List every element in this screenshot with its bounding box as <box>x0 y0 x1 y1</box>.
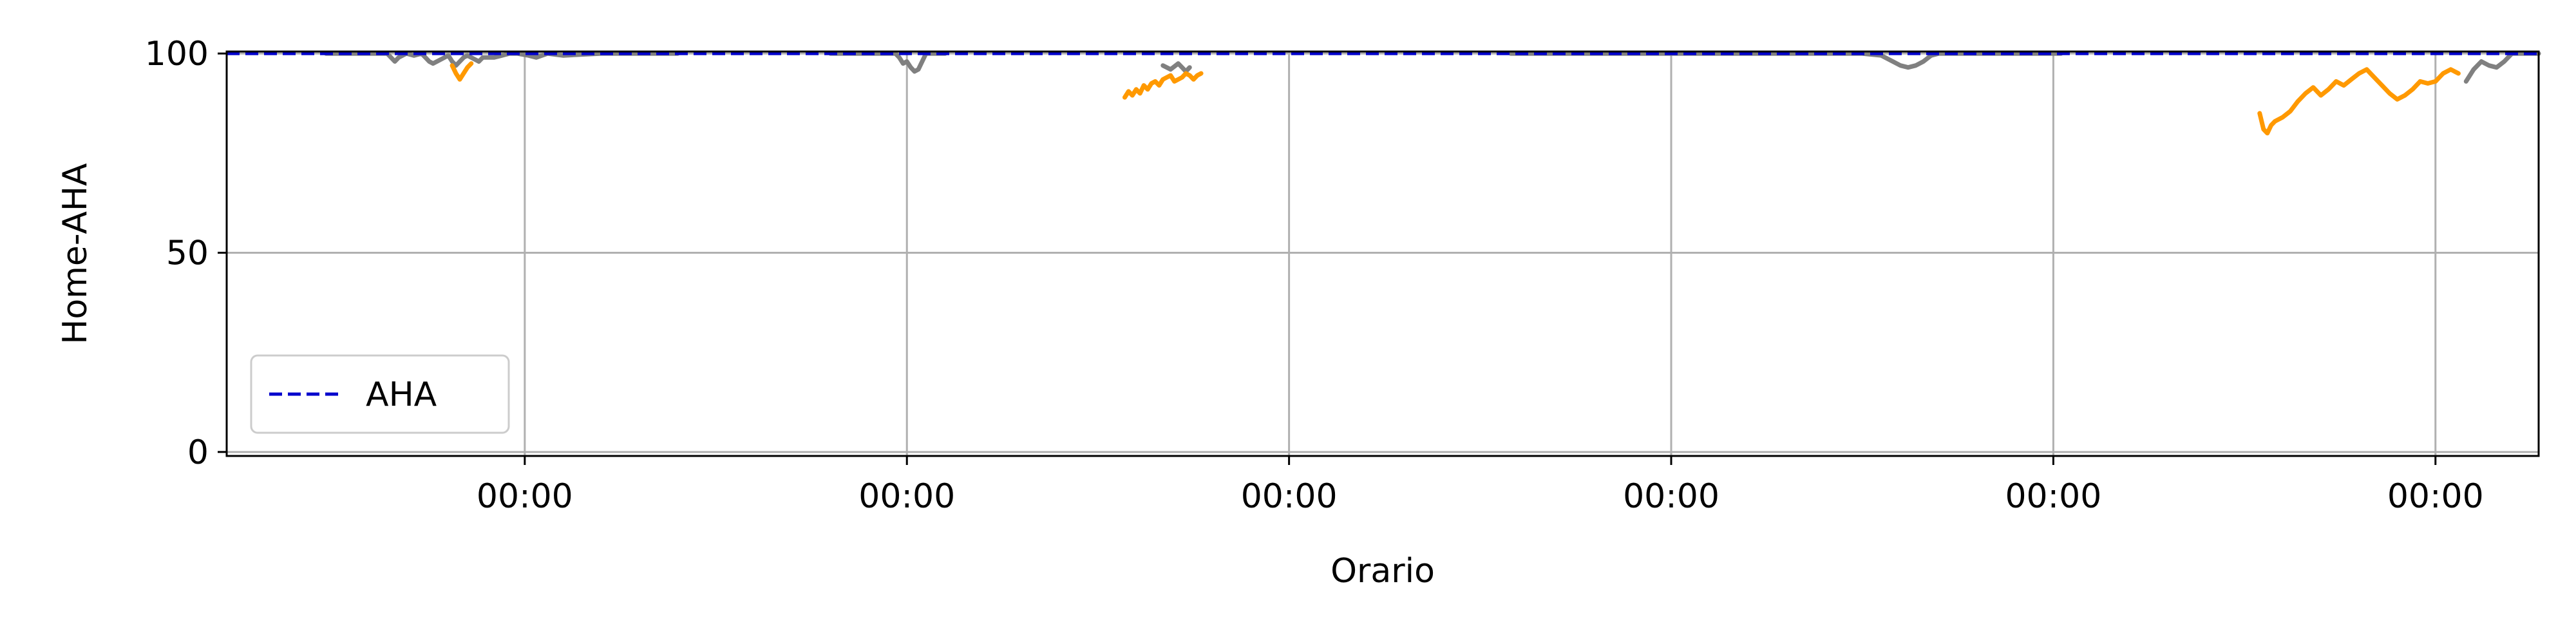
series-1-segment-2 <box>1160 61 1192 74</box>
x-tick-label-1: 00:00 <box>858 477 955 516</box>
x-tick-label-3: 00:00 <box>1623 477 1719 516</box>
x-tick-label-0: 00:00 <box>477 477 573 516</box>
y-tick-label-1: 50 <box>166 234 209 272</box>
series-layer <box>227 51 2541 136</box>
series-1-segment-4 <box>2463 51 2514 84</box>
y-axis-label: Home-AHA <box>56 163 95 345</box>
y-tick-label-0: 0 <box>187 433 209 472</box>
series-2-segment-1 <box>1122 71 1204 100</box>
legend-box <box>250 354 510 434</box>
x-axis-label: Orario <box>1331 552 1435 591</box>
x-tick-label-2: 00:00 <box>1241 477 1338 516</box>
series-1-segment-1 <box>828 51 948 74</box>
legend: AHA <box>250 354 510 434</box>
series-2-segment-2 <box>2257 67 2461 136</box>
x-tick-label-4: 00:00 <box>2005 477 2101 516</box>
y-tick-label-2: 100 <box>145 35 209 73</box>
legend-label-0: AHA <box>366 375 437 414</box>
axis-ticks: 00:00 00:00 00:00 00:00 00:00 00:00 0 50 100 <box>145 35 2484 516</box>
series-2-segment-0 <box>450 61 474 82</box>
plot-frame <box>225 50 2540 457</box>
x-tick-label-5: 00:00 <box>2387 477 2484 516</box>
